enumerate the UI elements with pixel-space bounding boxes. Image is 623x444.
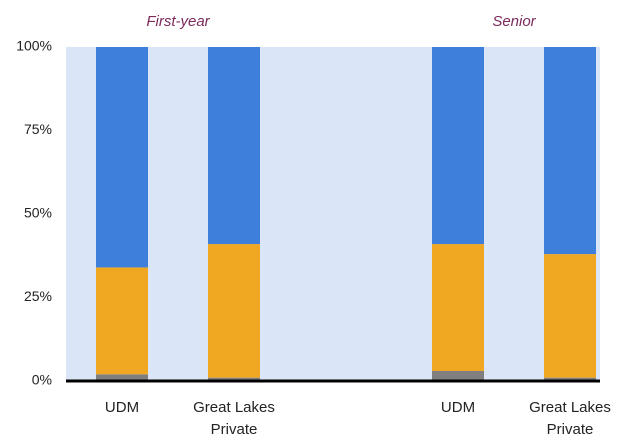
y-tick-label: 100% bbox=[16, 38, 52, 54]
y-tick-label: 50% bbox=[24, 205, 52, 221]
bar-segment bbox=[96, 374, 148, 381]
bar-segment bbox=[208, 377, 260, 381]
y-tick-label: 0% bbox=[32, 372, 52, 388]
bar-segment bbox=[432, 244, 484, 371]
bar-segment bbox=[208, 244, 260, 378]
bar-segment bbox=[544, 377, 596, 381]
bar-segment bbox=[96, 267, 148, 375]
bar-segment bbox=[96, 47, 148, 268]
y-tick-label: 25% bbox=[24, 288, 52, 304]
x-tick-label: UDM bbox=[440, 399, 476, 416]
x-tick-label: Great Lakes Private bbox=[193, 399, 275, 438]
x-tick-label: UDM bbox=[104, 399, 140, 416]
y-tick-label: 75% bbox=[24, 121, 52, 137]
x-tick-label: Great Lakes Private bbox=[529, 399, 611, 438]
group-label: Senior bbox=[492, 13, 536, 30]
bar-segment bbox=[544, 47, 596, 255]
group-label: First-year bbox=[146, 13, 210, 30]
bar-segment bbox=[544, 254, 596, 378]
bar-segment bbox=[208, 47, 260, 245]
bar-segment bbox=[432, 370, 484, 381]
bar-segment bbox=[432, 47, 484, 245]
plot-area bbox=[66, 47, 600, 381]
